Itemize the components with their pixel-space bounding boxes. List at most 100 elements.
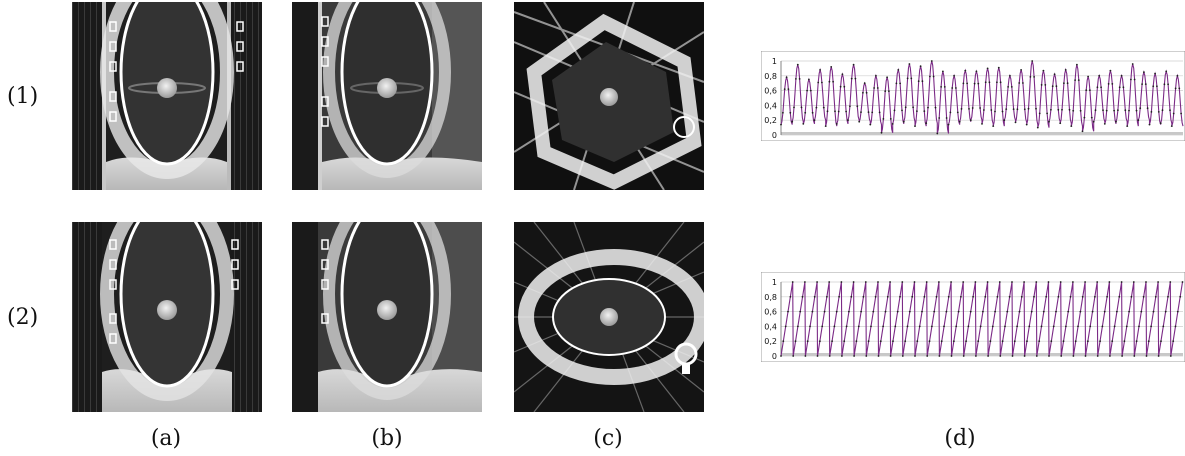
chart-2d-point bbox=[1096, 355, 1099, 357]
chart-2d-point bbox=[1006, 310, 1009, 313]
chart-2d-point bbox=[925, 281, 928, 283]
chart-2d-point bbox=[940, 340, 943, 343]
chart-2d-point bbox=[838, 295, 840, 298]
chart-2d-point bbox=[1011, 355, 1014, 357]
chart-2d-point bbox=[1125, 325, 1128, 328]
chart-2d-point bbox=[826, 295, 828, 298]
chart-2d-point bbox=[870, 325, 872, 328]
chart-2d-point bbox=[874, 295, 877, 298]
chart-1d-point bbox=[886, 76, 888, 79]
chart-1d-point bbox=[1148, 123, 1151, 126]
chart-2d-point bbox=[1074, 340, 1077, 343]
chart-2d-point bbox=[1035, 355, 1038, 357]
chart-1d-point bbox=[1120, 74, 1123, 77]
chart-2d-point bbox=[780, 355, 782, 357]
chart-1d-point bbox=[828, 80, 831, 83]
chart-2d-point bbox=[1091, 310, 1094, 313]
chart-1d-point bbox=[834, 110, 836, 113]
chart-1d-ytick-label: 0,4 bbox=[764, 101, 777, 110]
chart-2d-point bbox=[1072, 281, 1074, 283]
chart-1d-point bbox=[983, 109, 985, 111]
chart-1d-point bbox=[1089, 89, 1091, 92]
chart-2d-point bbox=[923, 295, 926, 298]
chart-1d-point bbox=[1098, 74, 1101, 77]
chart-1d-point bbox=[852, 63, 855, 66]
chart-1d-point bbox=[884, 90, 887, 93]
chart-1d-point bbox=[999, 81, 1002, 84]
chart-2d-point bbox=[1033, 295, 1035, 298]
chart-1d-point bbox=[1048, 120, 1050, 123]
chart-1d-point bbox=[925, 122, 928, 125]
chart-panel-1d: 0 0,2 0,4 0,6 0,8 1 bbox=[760, 50, 1185, 142]
chart-2d-point bbox=[850, 295, 853, 298]
chart-1d-point bbox=[813, 119, 816, 122]
chart-1d-point bbox=[951, 87, 954, 89]
chart-2d-point bbox=[1152, 310, 1155, 313]
chart-1d-point bbox=[979, 107, 981, 109]
chart-2d-point bbox=[1045, 295, 1048, 298]
chart-1d-point bbox=[822, 106, 825, 109]
chart-1d-point bbox=[1103, 123, 1106, 125]
chart-1d-point bbox=[932, 75, 935, 78]
chart-1d-ytick-label: 0 bbox=[772, 131, 777, 140]
chart-1d-svg: 0 0,2 0,4 0,6 0,8 1 bbox=[760, 50, 1185, 142]
chart-1d-point bbox=[806, 89, 808, 92]
chart-2d-point bbox=[841, 355, 843, 357]
chart-1d-point bbox=[1018, 82, 1021, 84]
chart-1d-point bbox=[1109, 69, 1112, 72]
chart-2d-point bbox=[896, 310, 899, 313]
chart-2d-point bbox=[852, 281, 855, 283]
chart-2d-point bbox=[1050, 340, 1053, 343]
chart-1d-point bbox=[912, 106, 914, 109]
chart-1d-point bbox=[1133, 78, 1136, 81]
chart-2d-point bbox=[986, 281, 989, 283]
chart-1d-point bbox=[968, 108, 970, 110]
chart-2d-point bbox=[994, 310, 996, 313]
image-panel-1c bbox=[514, 2, 704, 190]
chart-2d-point bbox=[996, 295, 999, 298]
chart-1d-point bbox=[1064, 69, 1067, 71]
chart-2d-point bbox=[1130, 295, 1133, 298]
chart-2d-point bbox=[904, 340, 907, 343]
chart-2d-ytick-label: 0,6 bbox=[764, 308, 777, 317]
chart-2d-point bbox=[977, 340, 980, 343]
chart-1d-point bbox=[1066, 82, 1069, 85]
chart-1d-point bbox=[854, 77, 857, 80]
chart-1d-point bbox=[1157, 111, 1160, 113]
chart-2d-point bbox=[928, 340, 931, 343]
chart-1d-point bbox=[889, 118, 892, 120]
chart-1d-point bbox=[1025, 123, 1028, 126]
chart-2d-point bbox=[1120, 281, 1123, 283]
chart-2d-point bbox=[1111, 340, 1114, 343]
chart-1d-point bbox=[888, 90, 890, 93]
chart-1d-point bbox=[850, 77, 853, 80]
chart-1d-point bbox=[782, 111, 784, 114]
chart-1d-point bbox=[787, 88, 790, 90]
chart-1d-point bbox=[955, 87, 957, 89]
chart-2d-point bbox=[943, 325, 945, 328]
chart-2d-point bbox=[1101, 325, 1104, 328]
chart-2d-point bbox=[947, 295, 950, 298]
chart-1d-point bbox=[1038, 112, 1041, 115]
chart-2d-point bbox=[1016, 325, 1018, 328]
chart-2d-point bbox=[1060, 355, 1063, 357]
chart-2d-point bbox=[1023, 281, 1025, 283]
chart-1d-point bbox=[863, 82, 866, 85]
chart-1d-point bbox=[819, 69, 821, 71]
chart-2d-point bbox=[1028, 325, 1031, 328]
chart-2d-point bbox=[1077, 325, 1079, 328]
chart-1d-point bbox=[1050, 108, 1052, 111]
chart-2d-point bbox=[1147, 340, 1150, 343]
chart-1d-point bbox=[837, 110, 840, 113]
chart-2d-point bbox=[787, 310, 789, 313]
chart-1d-point bbox=[1085, 89, 1088, 92]
chart-1d-point bbox=[992, 125, 995, 127]
chart-1d-point bbox=[1178, 87, 1181, 90]
chart-2d-point bbox=[960, 295, 962, 298]
chart-2d-point bbox=[1067, 310, 1070, 313]
chart-2d-point bbox=[913, 281, 916, 283]
chart-1d-point bbox=[1117, 109, 1119, 112]
chart-1d-point bbox=[1156, 85, 1158, 88]
chart-1d-point bbox=[849, 105, 851, 108]
chart-1d-point bbox=[897, 69, 900, 71]
